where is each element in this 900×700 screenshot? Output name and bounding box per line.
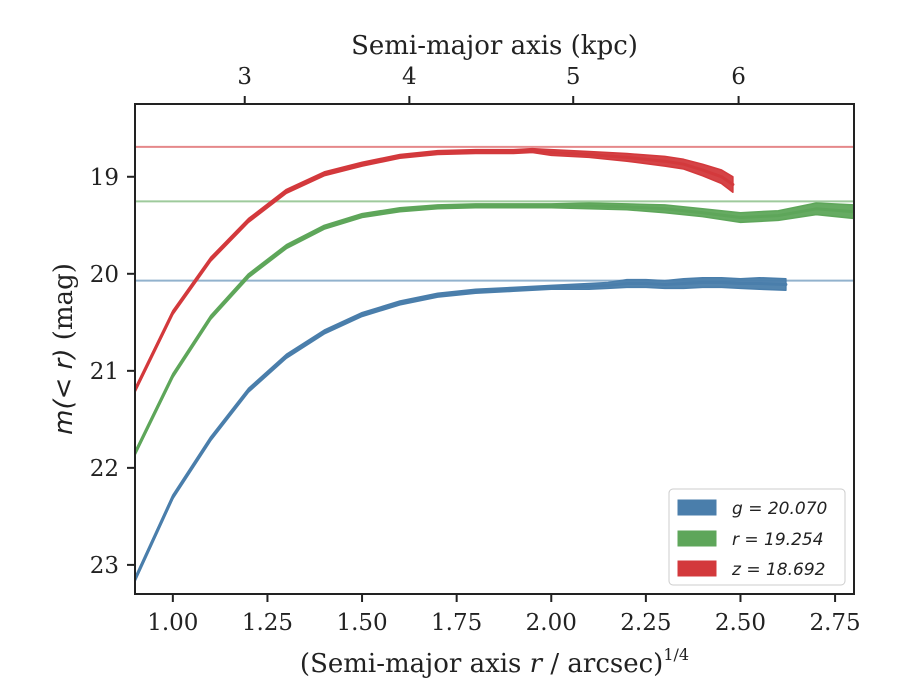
band-z: [135, 147, 734, 393]
legend-swatch-r: [677, 530, 717, 547]
plot-layer: [135, 145, 854, 583]
legend-label-r: r = 19.254: [732, 530, 824, 550]
bottom-axis-title: (Semi-major axis r / arcsec)1/4: [300, 645, 689, 679]
series-line-z: [135, 149, 735, 392]
x-tick-label-6: 2.50: [715, 610, 766, 636]
y-tick-label-1: 20: [90, 262, 119, 288]
x-tick-label-1: 1.25: [242, 610, 293, 636]
x-tick-label-7: 2.75: [809, 610, 860, 636]
legend-label-z: z = 18.692: [731, 560, 825, 580]
top-axis-title: Semi-major axis (kpc): [351, 31, 638, 61]
x-tick-label-3: 1.75: [431, 610, 482, 636]
legend-swatch-z: [677, 560, 717, 577]
legend: g = 20.070 r = 19.254 z = 18.692: [668, 488, 846, 586]
axis-ticks: 1.00 1.25 1.50 1.75 2.00 2.25 2.50 2.75 19 20 21 22…: [90, 64, 861, 636]
y-tick-label-0: 19: [90, 165, 119, 191]
y-tick-label-4: 23: [90, 553, 119, 579]
y-axis-title: m(< r) (mag): [49, 263, 79, 435]
series-line-r: [135, 204, 854, 455]
top-tick-label-0: 3: [237, 64, 252, 90]
top-tick-label-2: 5: [566, 64, 581, 90]
y-tick-label-3: 22: [90, 456, 119, 482]
band-g: [135, 276, 787, 583]
legend-swatch-g: [677, 499, 717, 516]
top-tick-label-1: 4: [402, 64, 417, 90]
plot-frame: [134, 103, 855, 595]
top-tick-label-3: 6: [731, 64, 746, 90]
series-line-g: [135, 281, 788, 581]
x-tick-label-2: 1.50: [336, 610, 387, 636]
legend-label-g: g = 20.070: [732, 499, 827, 519]
band-r: [135, 202, 854, 456]
x-tick-label-4: 2.00: [526, 610, 577, 636]
x-tick-label-5: 2.25: [620, 610, 671, 636]
plot-area: [135, 145, 854, 583]
y-tick-label-2: 21: [90, 359, 119, 385]
x-tick-label-0: 1.00: [147, 610, 198, 636]
